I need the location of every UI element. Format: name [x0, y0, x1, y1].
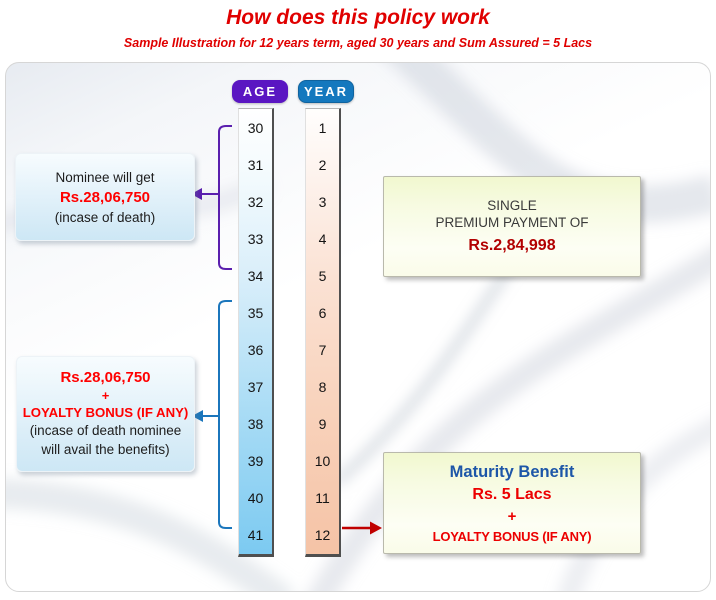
age-column: 30 31 32 33 34 35 36 37 38 39 40 41: [238, 108, 274, 557]
year-cell: 7: [318, 342, 327, 358]
year-cell: 10: [314, 453, 331, 470]
nominee-line3: (incase of death): [54, 209, 156, 225]
loyalty-plus: +: [101, 387, 110, 403]
age-bracket-30-34: [191, 125, 232, 270]
nominee-line1: Nominee will get: [55, 169, 155, 185]
year-cell: 4: [318, 230, 327, 247]
maturity-title: Maturity Benefit: [449, 462, 575, 481]
page-title: How does this policy work: [226, 6, 490, 29]
age-cell: 40: [247, 490, 264, 507]
age-column-header: AGE: [232, 80, 288, 103]
loyalty-benefit-box: Rs.28,06,750 + LOYALTY BONUS (IF ANY) (i…: [16, 356, 195, 472]
year-cell: 11: [315, 490, 330, 507]
nominee-benefit-box: Nominee will get Rs.28,06,750 (incase of…: [15, 153, 195, 241]
age-cell: 38: [247, 416, 264, 433]
age-cell: 36: [247, 342, 264, 358]
age-cell: 32: [247, 193, 264, 210]
year-cell: 9: [318, 416, 327, 433]
loyalty-bonus: LOYALTY BONUS (IF ANY): [22, 404, 189, 420]
loyalty-note: (incase of death nominee will avail the …: [29, 422, 182, 457]
loyalty-amount: Rs.28,06,750: [60, 368, 151, 386]
maturity-amount: Rs. 5 Lacs: [472, 485, 552, 503]
right-arrow-icon: [370, 521, 382, 535]
year-column: 1 2 3 4 5 6 7 8 9 10 11 12: [305, 108, 341, 557]
single-premium-box: SINGLE PREMIUM PAYMENT OF Rs.2,84,998: [383, 176, 641, 277]
age-bracket-35-41: [192, 300, 232, 529]
age-cell: 41: [247, 527, 264, 544]
nominee-amount: Rs.28,06,750: [59, 188, 151, 206]
maturity-bonus: LOYALTY BONUS (IF ANY): [432, 528, 592, 544]
year-cell: 8: [318, 379, 327, 396]
age-cell: 30: [247, 119, 264, 136]
age-cell: 37: [247, 379, 264, 396]
premium-amount: Rs.2,84,998: [468, 237, 556, 254]
maturity-arrow: [342, 521, 382, 535]
age-cell: 31: [247, 156, 264, 173]
year-cell: 1: [318, 119, 327, 136]
age-cell: 34: [247, 267, 264, 284]
year-cell: 2: [318, 156, 327, 173]
maturity-plus: +: [507, 507, 517, 525]
year-column-header: YEAR: [298, 80, 354, 103]
page-subtitle: Sample Illustration for 12 years term, a…: [123, 36, 593, 50]
year-cell: 3: [318, 193, 327, 210]
year-cell: 6: [318, 304, 327, 321]
year-cell: 5: [318, 267, 327, 284]
age-cell: 39: [247, 453, 264, 470]
age-cell: 35: [247, 304, 264, 321]
year-cell: 12: [314, 527, 331, 544]
illustration-panel: AGE YEAR 30 31 32 33 34 35 36 37 38 39 4…: [5, 62, 711, 592]
premium-line2: PREMIUM PAYMENT OF: [435, 215, 589, 230]
premium-line1: SINGLE: [487, 198, 537, 213]
maturity-benefit-box: Maturity Benefit Rs. 5 Lacs + LOYALTY BO…: [383, 452, 641, 554]
age-cell: 33: [247, 230, 264, 247]
